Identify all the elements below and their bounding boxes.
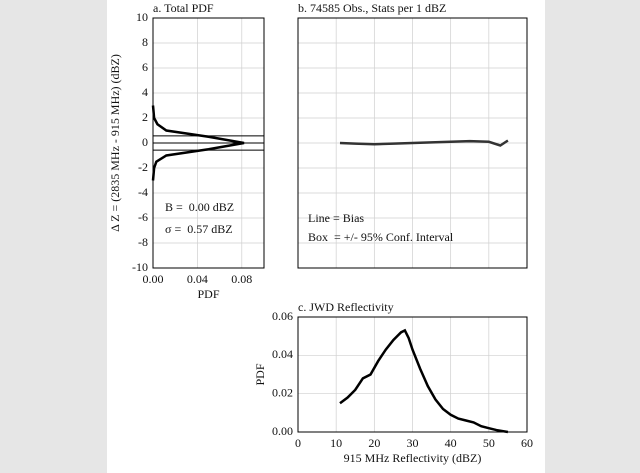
y-tick-label: 4 bbox=[142, 85, 148, 99]
y-tick-label: 0.04 bbox=[272, 347, 293, 361]
x-tick-label: 0.08 bbox=[231, 272, 252, 286]
chart-title: b. 74585 Obs., Stats per 1 dBZ bbox=[298, 1, 446, 15]
y-tick-label: 6 bbox=[142, 60, 148, 74]
x-tick-label: 40 bbox=[445, 436, 457, 450]
y-tick-label: 0.06 bbox=[272, 309, 293, 323]
y-tick-label: -6 bbox=[138, 210, 148, 224]
annotation: Box = +/- 95% Conf. Interval bbox=[308, 230, 454, 244]
data-line bbox=[339, 139, 509, 147]
y-tick-label: 8 bbox=[142, 35, 148, 49]
y-tick-label: -10 bbox=[132, 260, 148, 274]
x-tick-label: 30 bbox=[407, 436, 419, 450]
annotation: B = 0.00 dBZ bbox=[165, 200, 234, 214]
x-tick-label: 10 bbox=[330, 436, 342, 450]
y-tick-label: 2 bbox=[142, 110, 148, 124]
chart-title: c. JWD Reflectivity bbox=[298, 300, 394, 314]
plot-frame bbox=[297, 17, 528, 269]
y-tick-label: -2 bbox=[138, 160, 148, 174]
data-line bbox=[339, 328, 509, 434]
x-axis-label: PDF bbox=[197, 287, 219, 301]
y-axis-label: PDF bbox=[253, 363, 267, 385]
side-margin bbox=[545, 0, 640, 473]
x-tick-label: 20 bbox=[368, 436, 380, 450]
y-tick-label: 0.00 bbox=[272, 424, 293, 438]
y-tick-label: -4 bbox=[138, 185, 148, 199]
annotation: Line = Bias bbox=[308, 211, 364, 225]
plot-frame bbox=[297, 316, 528, 433]
x-tick-label: 0.00 bbox=[143, 272, 164, 286]
x-tick-label: 0.04 bbox=[187, 272, 208, 286]
x-tick-label: 0 bbox=[295, 436, 301, 450]
data-line bbox=[151, 105, 245, 181]
y-tick-label: 0 bbox=[142, 135, 148, 149]
y-axis-label: Δ Z = (2835 MHz - 915 MHz) (dBZ) bbox=[108, 54, 122, 232]
x-tick-label: 50 bbox=[483, 436, 495, 450]
y-tick-label: 10 bbox=[136, 10, 148, 24]
chart-title: a. Total PDF bbox=[153, 1, 214, 15]
side-margin bbox=[0, 0, 107, 473]
annotation: σ = 0.57 dBZ bbox=[165, 222, 233, 236]
x-tick-label: 60 bbox=[521, 436, 533, 450]
y-tick-label: -8 bbox=[138, 235, 148, 249]
x-axis-label: 915 MHz Reflectivity (dBZ) bbox=[344, 451, 482, 465]
y-tick-label: 0.02 bbox=[272, 385, 293, 399]
